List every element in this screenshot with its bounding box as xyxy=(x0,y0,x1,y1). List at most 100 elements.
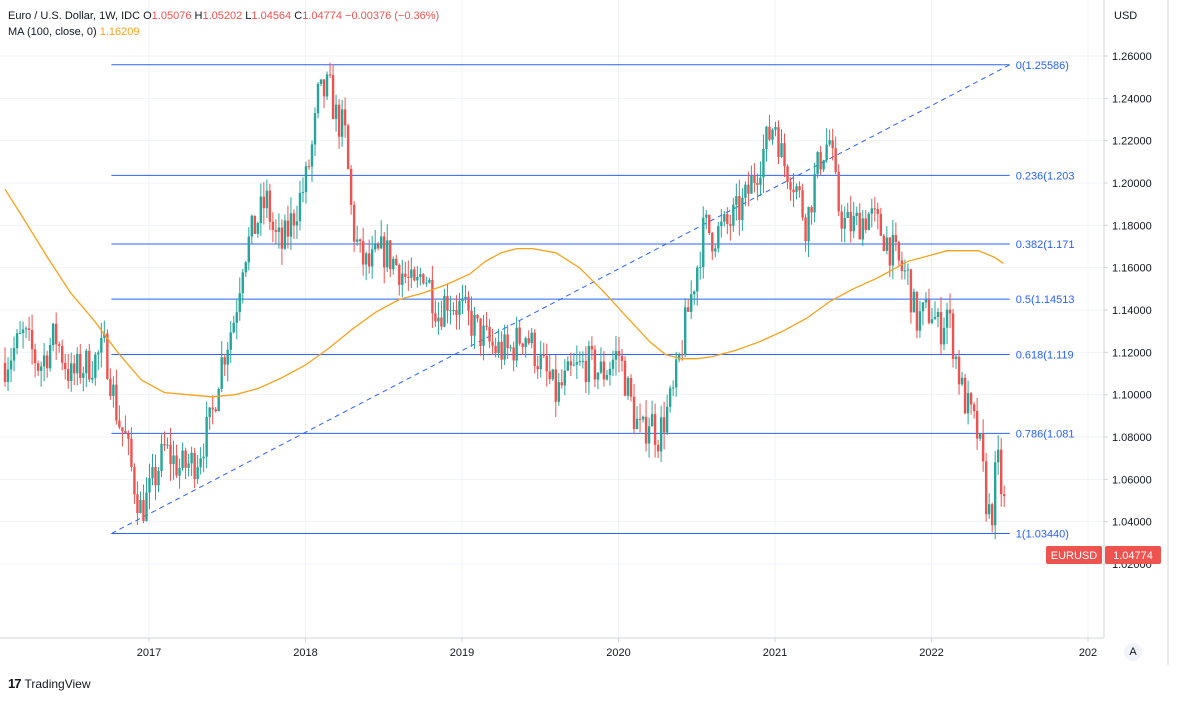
candle-up xyxy=(924,299,928,303)
candle-down xyxy=(328,74,332,76)
candle-up xyxy=(828,140,831,145)
candle-down xyxy=(395,258,398,266)
candle-up xyxy=(705,214,708,218)
candle-up xyxy=(795,186,798,193)
candle-down xyxy=(783,143,786,167)
y-tick-label: 1.06000 xyxy=(1112,474,1152,486)
candle-down xyxy=(638,418,642,420)
candle-down xyxy=(687,307,690,312)
candle-down xyxy=(590,345,594,350)
candle-up xyxy=(765,126,768,149)
x-tick-label: 2020 xyxy=(606,647,630,659)
candle-down xyxy=(939,312,943,345)
candle-up xyxy=(97,352,100,355)
candle-down xyxy=(133,466,136,495)
candle-down xyxy=(124,431,127,434)
fib-level-label: 1(1.03440) xyxy=(1016,529,1069,541)
x-axis[interactable]: 2017 2018 2019 2020 2021 2022 202 xyxy=(137,638,1097,659)
candle-up xyxy=(304,166,308,193)
candle-up xyxy=(226,349,229,365)
candle-up xyxy=(380,236,383,249)
candle-down xyxy=(804,217,807,242)
candle-up xyxy=(723,214,726,222)
candle-up xyxy=(807,207,810,242)
candle-down xyxy=(142,499,145,521)
candle-up xyxy=(172,455,175,465)
candle-up xyxy=(85,350,88,374)
legend-high-label: H xyxy=(194,10,203,22)
candle-up xyxy=(24,328,28,330)
candle-down xyxy=(909,269,913,313)
fib-level-label: 0.618(1.119 xyxy=(1016,349,1074,361)
candle-down xyxy=(969,393,973,405)
candle-down xyxy=(506,334,509,349)
candle-up xyxy=(717,226,720,249)
candle-up xyxy=(762,148,765,178)
candle-up xyxy=(539,354,542,370)
fibonacci-retracement[interactable]: 0(1.25586) 0.236(1.203 0.382(1.171 0.5(1.14… xyxy=(111,60,1074,541)
auto-scale-button[interactable]: A xyxy=(1124,643,1142,661)
legend-ma-row[interactable]: MA (100, close, 0) 1.16209 xyxy=(8,24,439,40)
candle-down xyxy=(518,327,521,344)
candle-up xyxy=(103,333,106,338)
candle-down xyxy=(569,361,573,366)
candle-up xyxy=(918,311,922,331)
candle-up xyxy=(364,253,368,265)
candle-up xyxy=(816,152,819,175)
candle-down xyxy=(888,237,892,266)
candle-up xyxy=(91,377,94,380)
candle-up xyxy=(437,317,440,322)
candle-up xyxy=(181,450,184,468)
y-tick-label: 1.04000 xyxy=(1112,517,1152,529)
candle-down xyxy=(840,211,843,229)
candle-down xyxy=(560,382,563,386)
candle-up xyxy=(647,426,651,444)
candle-down xyxy=(211,407,214,410)
candle-up xyxy=(771,129,774,140)
candle-down xyxy=(349,168,353,205)
y-tick-label: 1.14000 xyxy=(1112,305,1152,317)
x-tick-label: 202 xyxy=(1079,647,1097,659)
candle-up xyxy=(641,416,645,420)
branding[interactable]: 17 TradingView xyxy=(8,676,91,691)
candle-up xyxy=(48,345,52,369)
candle-down xyxy=(361,241,365,265)
y-tick-label: 1.26000 xyxy=(1112,51,1152,63)
candle-up xyxy=(515,327,518,361)
candle-up xyxy=(891,234,895,266)
candle-up xyxy=(443,296,446,327)
candle-down xyxy=(488,326,491,342)
candle-down xyxy=(882,235,886,251)
candle-down xyxy=(485,325,488,327)
candle-down xyxy=(584,360,588,383)
candle-up xyxy=(596,372,600,380)
candle-up xyxy=(954,356,958,360)
candle-down xyxy=(963,377,967,414)
candle-down xyxy=(900,260,904,271)
candle-up xyxy=(690,294,693,312)
candle-up xyxy=(425,282,428,284)
candle-up xyxy=(283,220,287,249)
candle-up xyxy=(205,416,208,457)
candle-down xyxy=(617,351,621,356)
candle-down xyxy=(729,224,732,226)
candle-up xyxy=(145,492,148,521)
legend-low-value: 1.04564 xyxy=(251,10,292,22)
candle-down xyxy=(253,215,257,234)
candle-down xyxy=(708,214,711,233)
candle-up xyxy=(921,302,925,312)
candle-down xyxy=(274,230,278,232)
candle-up xyxy=(374,244,377,250)
candle-up xyxy=(461,298,464,302)
candle-down xyxy=(54,323,58,345)
fib-level-label: 0(1.25586) xyxy=(1016,60,1069,72)
candle-up xyxy=(867,213,870,231)
candle-down xyxy=(109,378,112,396)
candle-down xyxy=(849,211,852,232)
fib-trend-line xyxy=(111,64,1010,534)
x-tick-label: 2021 xyxy=(763,647,787,659)
candle-up xyxy=(401,273,404,285)
candle-down xyxy=(57,344,61,346)
